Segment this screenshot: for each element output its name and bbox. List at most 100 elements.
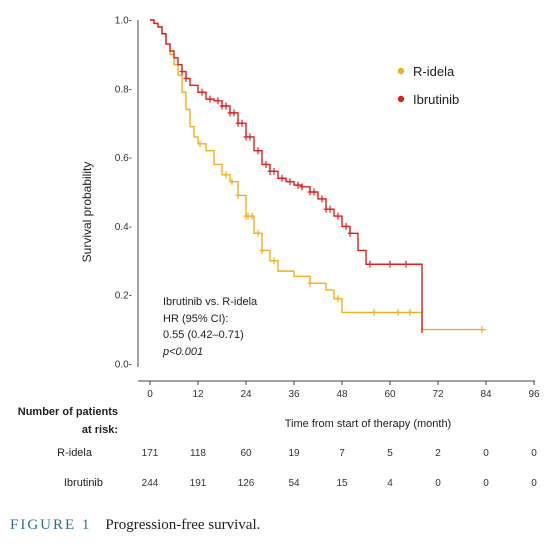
risk-value-ibrutinib-6: 0	[435, 478, 441, 489]
series-line-r-idela	[150, 19, 486, 331]
risk-value-ibrutinib-1: 191	[190, 478, 207, 489]
censor-mark-r-idela	[271, 257, 277, 265]
risk-value-ibrutinib-0: 244	[142, 478, 159, 489]
annotation-line-1: Ibrutinib vs. R-idela	[163, 296, 258, 308]
censor-mark-r-idela	[259, 246, 265, 254]
censor-mark-ibrutinib	[247, 133, 253, 141]
censor-mark-ibrutinib	[179, 68, 185, 76]
x-tick-label-3: 36	[288, 389, 300, 400]
censor-mark-ibrutinib	[287, 178, 293, 186]
series-layer	[150, 19, 486, 334]
annotation-line-3: 0.55 (0.42–0.71)	[163, 329, 244, 341]
censor-mark-r-idela	[335, 295, 341, 303]
legend-marker-ibrutinib	[397, 95, 405, 103]
x-tick-label-4: 48	[336, 389, 348, 400]
risk-value-r-idela-3: 19	[288, 448, 300, 459]
censor-mark-r-idela	[255, 229, 261, 237]
risk-value-r-idela-8: 0	[531, 448, 537, 459]
risk-values: 171 118 60 19 7 5 2 0 0 244 191 126 54 15 4 0 0 0	[142, 448, 538, 489]
y-axis-title: Survival probability	[80, 162, 94, 263]
y-tick-label-0: 0.0-	[115, 360, 132, 371]
censor-mark-ibrutinib	[223, 102, 229, 110]
risk-value-ibrutinib-2: 126	[238, 478, 255, 489]
y-ticks: 0.0- 0.2- 0.4- 0.6- 0.8- 1.0-	[115, 16, 132, 371]
risk-value-r-idela-7: 0	[483, 448, 489, 459]
censor-mark-r-idela	[479, 326, 485, 334]
censor-mark-ibrutinib	[279, 174, 285, 182]
censor-mark-r-idela	[249, 212, 255, 220]
risk-table-header-line-1: Number of patients	[18, 406, 118, 418]
censor-mark-ibrutinib	[215, 97, 221, 105]
risk-table: Number of patients at risk: R-idela Ibru…	[18, 406, 537, 489]
legend-marker-r-idela	[397, 67, 405, 75]
x-tick-label-6: 72	[432, 389, 444, 400]
risk-row-label-r-idela: R-idela	[57, 447, 93, 459]
censor-mark-ibrutinib	[231, 109, 237, 117]
series-line-ibrutinib	[150, 19, 423, 334]
hazard-ratio-annotation: Ibrutinib vs. R-idela HR (95% CI): 0.55 …	[162, 296, 258, 358]
x-tick-label-1: 12	[192, 389, 204, 400]
censor-mark-r-idela	[223, 171, 229, 179]
censor-mark-ibrutinib	[263, 160, 269, 168]
figure-label: FIGURE 1	[10, 517, 92, 533]
censor-mark-ibrutinib	[271, 167, 277, 175]
risk-value-r-idela-5: 5	[387, 448, 393, 459]
annotation-line-2: HR (95% CI):	[163, 313, 228, 325]
censor-mark-r-idela	[197, 140, 203, 148]
y-tick-label-5: 1.0-	[115, 16, 132, 27]
risk-value-r-idela-4: 7	[339, 448, 345, 459]
legend-label-r-idela: R-idela	[413, 64, 455, 79]
censor-mark-r-idela	[235, 191, 241, 199]
x-tick-label-2: 24	[240, 389, 252, 400]
risk-value-ibrutinib-5: 4	[387, 478, 393, 489]
risk-value-ibrutinib-7: 0	[483, 478, 489, 489]
risk-row-label-ibrutinib: Ibrutinib	[64, 477, 103, 489]
censor-mark-ibrutinib	[343, 222, 349, 230]
censor-mark-ibrutinib	[183, 74, 189, 82]
risk-value-r-idela-1: 118	[190, 448, 206, 459]
risk-value-r-idela-0: 171	[142, 448, 159, 459]
y-tick-label-1: 0.2-	[115, 291, 132, 302]
censor-mark-r-idela	[371, 308, 377, 316]
censor-mark-ibrutinib	[387, 260, 393, 268]
risk-value-ibrutinib-3: 54	[288, 478, 300, 489]
risk-value-r-idela-6: 2	[435, 448, 441, 459]
risk-value-ibrutinib-8: 0	[531, 478, 537, 489]
censor-mark-ibrutinib	[367, 260, 373, 268]
censor-mark-ibrutinib	[347, 229, 353, 237]
censor-mark-ibrutinib	[327, 205, 333, 213]
y-tick-label-3: 0.6-	[115, 153, 132, 164]
censor-mark-ibrutinib	[255, 147, 261, 155]
x-ticks: 0 12 24 36 48 60 72 84 96	[147, 381, 540, 400]
risk-value-ibrutinib-4: 15	[336, 478, 348, 489]
axes	[137, 20, 535, 382]
censor-mark-ibrutinib	[207, 95, 213, 103]
figure-caption: FIGURE 1 Progression-free survival.	[10, 517, 260, 534]
y-tick-label-2: 0.4-	[115, 222, 132, 233]
censor-mark-ibrutinib	[311, 188, 317, 196]
censor-mark-ibrutinib	[335, 212, 341, 220]
x-tick-label-5: 60	[384, 389, 396, 400]
legend-label-ibrutinib: Ibrutinib	[413, 92, 459, 107]
censor-mark-ibrutinib	[199, 88, 205, 96]
figure-caption-text: Progression-free survival.	[105, 517, 261, 533]
censor-mark-ibrutinib	[239, 119, 245, 127]
censor-mark-ibrutinib	[299, 183, 305, 191]
censor-mark-r-idela	[229, 178, 235, 186]
censor-mark-r-idela	[307, 279, 313, 287]
risk-value-r-idela-2: 60	[240, 448, 252, 459]
x-tick-label-0: 0	[147, 389, 153, 400]
x-axis-title: Time from start of therapy (month)	[285, 418, 451, 430]
censor-mark-ibrutinib	[319, 195, 325, 203]
censor-mark-ibrutinib	[295, 181, 301, 189]
legend: R-idela Ibrutinib	[397, 64, 459, 107]
risk-table-header-line-2: at risk:	[82, 424, 118, 436]
censor-mark-r-idela	[407, 308, 413, 316]
annotation-line-4: p<0.001	[162, 346, 203, 358]
y-tick-label-4: 0.8-	[115, 84, 132, 95]
x-tick-label-8: 96	[528, 389, 540, 400]
censor-mark-r-idela	[395, 308, 401, 316]
x-tick-label-7: 84	[480, 389, 492, 400]
censor-mark-ibrutinib	[403, 260, 409, 268]
